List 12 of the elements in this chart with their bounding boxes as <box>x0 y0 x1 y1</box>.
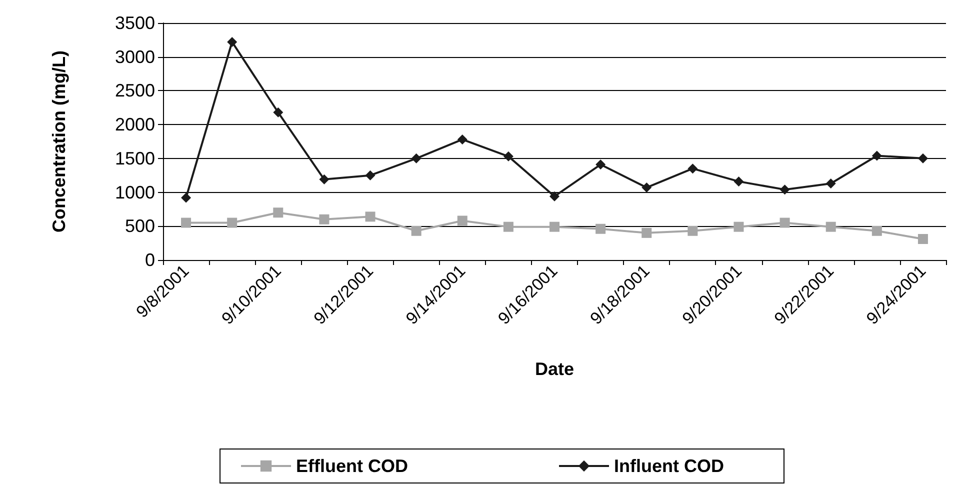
legend-label: Effluent COD <box>296 456 408 476</box>
y-tick-label: 500 <box>124 216 155 236</box>
y-tick-label: 2000 <box>114 114 155 135</box>
y-tick-label: 1500 <box>114 148 155 168</box>
y-axis-title: Concentration (mg/L) <box>49 50 69 232</box>
x-axis-title: Date <box>534 359 574 379</box>
y-tick-label: 1000 <box>114 182 155 202</box>
y-tick-label: 3000 <box>114 46 155 67</box>
y-tick-label: 3500 <box>114 13 155 33</box>
y-tick-label: 2500 <box>114 80 155 101</box>
legend-label: Influent COD <box>614 456 724 476</box>
y-tick-label: 0 <box>144 250 155 270</box>
